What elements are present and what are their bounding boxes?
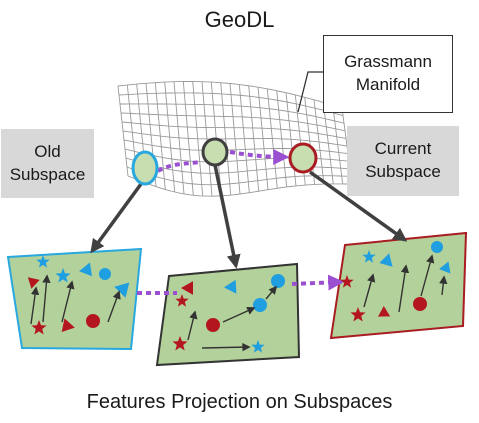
current-subspace-plane <box>329 231 468 340</box>
circle-feature <box>99 268 111 280</box>
star-feature <box>172 336 188 351</box>
feature-vector <box>439 275 448 296</box>
circle-feature <box>271 274 285 288</box>
triangle-feature <box>79 262 92 277</box>
manifold-label-connector <box>297 71 323 113</box>
circle-feature <box>413 297 427 311</box>
star-feature <box>251 340 265 353</box>
feature-vector <box>222 306 256 323</box>
star-feature <box>350 307 366 322</box>
manifold-grid-line <box>117 81 343 109</box>
diagram-caption: Features Projection on Subspaces <box>86 391 393 413</box>
projection-arrows <box>90 164 408 269</box>
triangle-feature <box>27 277 40 289</box>
star-feature <box>340 275 354 288</box>
triangle-feature <box>439 261 451 274</box>
manifold-grid-line <box>120 103 345 124</box>
feature-vector <box>61 280 75 323</box>
feature-vector <box>107 290 121 323</box>
star-feature <box>175 294 189 307</box>
feature-vector <box>363 273 376 308</box>
star-feature <box>362 250 376 263</box>
grassmann-manifold-label: Grassmann Manifold <box>323 35 453 113</box>
middle-subspace-point <box>201 137 229 167</box>
grassmann-manifold-surface <box>117 81 353 197</box>
feature-vector <box>30 286 40 325</box>
old-subspace-point <box>131 150 159 186</box>
old-subspace-label: Old Subspace <box>1 129 94 198</box>
current-subspace-label: Current Subspace <box>347 126 459 196</box>
grassmann-manifold-label-line1: Grassmann <box>344 52 432 72</box>
old-subspace-plane <box>6 247 143 351</box>
star-feature <box>31 320 47 335</box>
manifold-grid-line <box>121 121 347 139</box>
grassmann-manifold-label-line2: Manifold <box>355 75 421 94</box>
manifold-grid-line <box>127 175 352 197</box>
old-subspace-label-line2: Subspace <box>9 164 86 184</box>
circle-feature <box>86 314 100 328</box>
triangle-feature <box>224 279 237 294</box>
circle-feature <box>253 298 267 312</box>
old-subspace-label-line1: Old <box>34 141 61 161</box>
triangle-feature <box>379 253 393 267</box>
diagram-title: GeoDL <box>204 7 275 32</box>
feature-vector <box>201 342 251 352</box>
circle-feature <box>431 241 443 253</box>
manifold-grid-line <box>118 92 344 117</box>
circle-feature <box>206 318 220 332</box>
geodesic-path <box>157 152 286 173</box>
feature-vector <box>42 274 51 323</box>
feature-vector <box>398 264 410 313</box>
feature-vector <box>420 254 435 297</box>
star-feature <box>55 268 71 283</box>
triangle-feature <box>114 282 130 298</box>
star-feature <box>36 255 50 268</box>
feature-vector <box>265 285 278 300</box>
triangle-feature <box>378 306 391 317</box>
feature-vector <box>187 310 198 341</box>
current-subspace-label-line1: Current <box>374 139 432 159</box>
current-subspace-point <box>288 142 318 174</box>
current-subspace-label-line2: Subspace <box>365 162 441 181</box>
plane-transition-path-2 <box>291 274 345 291</box>
manifold-grid-line <box>122 130 348 147</box>
projected-features <box>27 241 451 353</box>
triangle-feature <box>61 318 75 332</box>
manifold-grid-line <box>120 112 346 132</box>
triangle-feature <box>181 281 193 295</box>
